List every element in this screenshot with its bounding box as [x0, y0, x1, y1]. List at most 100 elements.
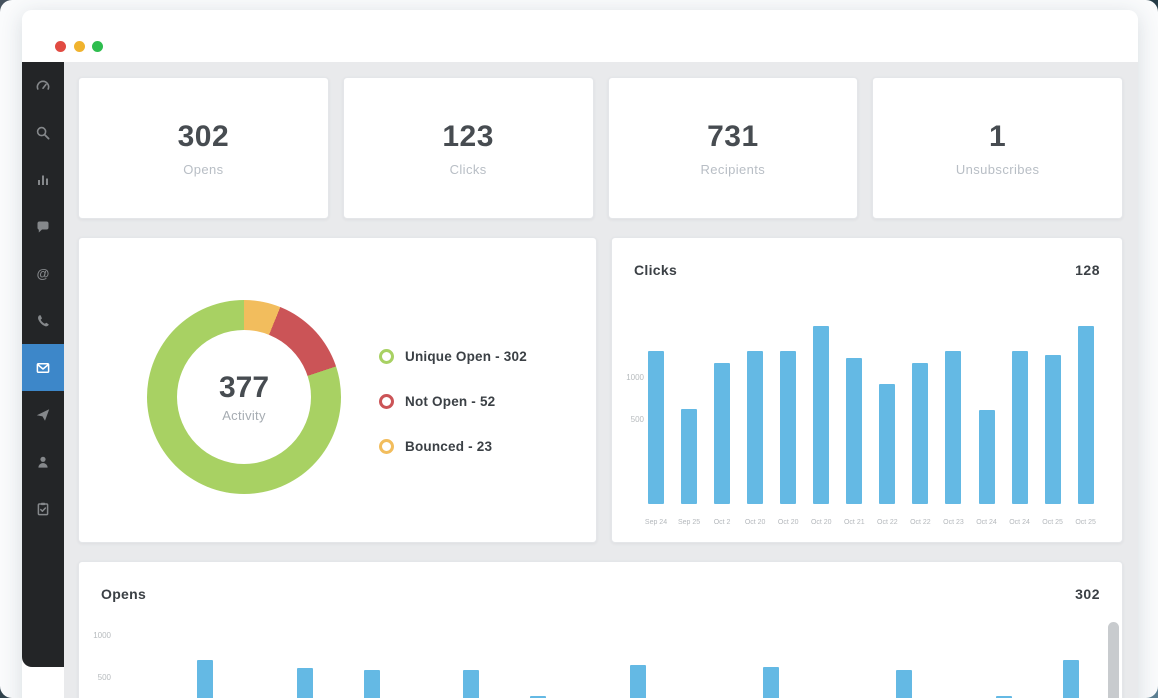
sidebar-item-chat[interactable]: [22, 203, 64, 250]
legend-row: Bounced - 23: [379, 424, 527, 469]
x-axis-label: Oct 22: [910, 519, 931, 526]
clicks-chart-title: Clicks: [634, 262, 678, 278]
app-window: @ 302 Opens 123 Clicks 731 Recipients 1 Unsubsc…: [22, 10, 1138, 698]
contacts-icon: [35, 454, 51, 470]
stat-label: Unsubscribes: [955, 161, 1040, 177]
bar: [763, 666, 780, 698]
sidebar-item-phone[interactable]: [22, 297, 64, 344]
bar: [1011, 351, 1028, 504]
bar: [912, 362, 929, 504]
scrollbar-thumb[interactable]: [1108, 622, 1119, 698]
activity-total-value: 377: [218, 371, 270, 404]
x-axis-label: Oct 25: [1042, 519, 1063, 526]
y-axis-tick: 1000: [626, 373, 644, 382]
stat-value: 123: [442, 119, 494, 153]
dashboard-content: 302 Opens 123 Clicks 731 Recipients 1 Unsubscri…: [64, 62, 1138, 698]
tasks-icon: [35, 501, 51, 517]
x-axis-label: Oct 22: [877, 519, 898, 526]
stat-label: Opens: [183, 161, 224, 177]
sidebar-item-email[interactable]: [22, 344, 64, 391]
x-axis-label: Oct 2: [713, 519, 731, 526]
bar: [846, 357, 863, 504]
bar: [780, 351, 797, 504]
bar: [978, 409, 995, 504]
x-axis-label: Oct 21: [843, 519, 865, 526]
x-axis-label: Oct 20: [744, 519, 766, 526]
stat-card-unsubscribes: 1 Unsubscribes: [872, 77, 1123, 219]
chat-icon: [35, 219, 51, 235]
email-icon: [35, 360, 51, 376]
bar: [896, 669, 913, 698]
window-titlebar: [22, 10, 1138, 62]
opens-bar-chart: 1000 500: [79, 562, 1122, 698]
x-axis-label: Oct 20: [810, 519, 832, 526]
stats-icon: [35, 172, 51, 188]
opens-chart-title: Opens: [101, 586, 147, 602]
bar: [463, 670, 480, 698]
legend-marker: [379, 349, 394, 364]
legend-marker: [379, 439, 394, 454]
close-window-button[interactable]: [55, 41, 66, 52]
sidebar-item-contacts[interactable]: [22, 438, 64, 485]
x-axis-label: Oct 20: [777, 519, 799, 526]
search-icon: [35, 125, 51, 141]
x-axis-label: Oct 24: [1009, 519, 1030, 526]
sidebar-item-send[interactable]: [22, 391, 64, 438]
x-axis-label: Oct 25: [1075, 519, 1096, 526]
sidebar-nav: @: [22, 62, 64, 667]
bar: [648, 351, 664, 504]
stat-label: Recipients: [700, 161, 766, 177]
bar: [747, 351, 764, 504]
stat-value: 1: [989, 119, 1007, 153]
bar: [1062, 659, 1079, 698]
opens-chart-card: Opens 302 1000 500: [78, 561, 1123, 698]
bar: [296, 667, 313, 698]
stat-card-clicks: 123 Clicks: [342, 77, 594, 219]
sidebar-item-mentions[interactable]: @: [22, 250, 64, 297]
bar: [530, 695, 546, 698]
stat-card-opens: 302 Opens: [78, 77, 329, 219]
activity-total-label: Activity: [222, 408, 266, 423]
x-axis-label: Oct 23: [943, 519, 964, 526]
stats-row: 302 Opens 123 Clicks 731 Recipients 1 Unsubscri…: [78, 77, 1123, 219]
bar: [1077, 325, 1094, 504]
phone-icon: [35, 313, 51, 329]
send-icon: [35, 407, 51, 423]
zoom-window-button[interactable]: [92, 41, 103, 52]
y-axis-tick: 1000: [93, 631, 111, 640]
sidebar-item-dashboard[interactable]: [22, 62, 64, 109]
dashboard-icon: [35, 78, 51, 94]
bar: [197, 660, 213, 698]
clicks-chart-total: 128: [1075, 262, 1100, 278]
activity-donut-chart: 377 Activity: [147, 300, 341, 494]
y-axis-tick: 500: [97, 673, 111, 682]
mentions-icon: @: [35, 266, 51, 282]
donut-center: 377 Activity: [177, 330, 311, 464]
y-axis-tick: 500: [630, 415, 644, 424]
bar: [1044, 355, 1061, 504]
bar: [714, 362, 731, 504]
sidebar-item-search[interactable]: [22, 109, 64, 156]
bar: [813, 325, 830, 504]
activity-legend: Unique Open - 302 Not Open - 52 Bounced - …: [379, 334, 527, 469]
legend-label: Bounced - 23: [405, 439, 493, 454]
sidebar-item-stats[interactable]: [22, 156, 64, 203]
x-axis-label: Sep 25: [677, 519, 701, 526]
legend-row: Unique Open - 302: [379, 334, 527, 379]
stat-label: Clicks: [449, 161, 487, 177]
svg-text:@: @: [37, 266, 50, 281]
legend-marker: [379, 394, 394, 409]
opens-chart-total: 302: [1075, 586, 1100, 602]
x-axis-label: Oct 24: [976, 519, 997, 526]
stat-card-recipients: 731 Recipients: [607, 77, 859, 219]
bar: [681, 409, 698, 504]
bar: [945, 351, 962, 504]
clicks-chart-card: Clicks 128 Sep 24 Sep 25 Oct 2 Oct 20 Oct 20…: [611, 237, 1123, 543]
bar: [996, 695, 1013, 698]
sidebar-item-tasks[interactable]: [22, 485, 64, 532]
stat-value: 302: [177, 119, 230, 153]
bar: [629, 665, 646, 698]
activity-card: 377 Activity Unique Open - 302 Not Open -…: [78, 237, 597, 543]
legend-label: Not Open - 52: [405, 394, 496, 409]
minimize-window-button[interactable]: [74, 41, 85, 52]
